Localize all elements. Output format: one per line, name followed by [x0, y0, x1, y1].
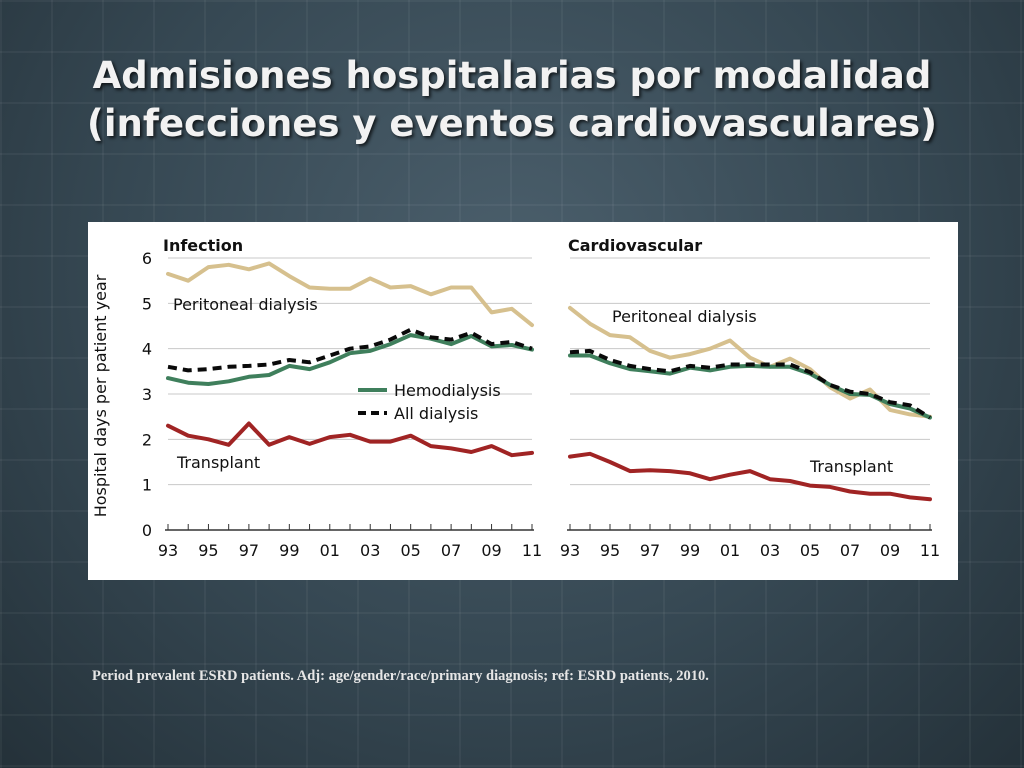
panel-title-infection: Infection — [163, 236, 243, 255]
footnote: Period prevalent ESRD patients. Adj: age… — [92, 668, 709, 684]
y-tick-label: 1 — [142, 476, 152, 495]
x-tick-label: 95 — [198, 541, 218, 560]
x-tick-label: 07 — [840, 541, 860, 560]
y-tick-label: 2 — [142, 430, 152, 449]
line-label-peritoneal-dialysis: Peritoneal dialysis — [173, 295, 318, 314]
x-tick-label: 09 — [481, 541, 501, 560]
x-tick-label: 99 — [680, 541, 700, 560]
x-tick-label: 93 — [158, 541, 178, 560]
series-line-transplant — [166, 421, 534, 458]
x-tick-label: 95 — [600, 541, 620, 560]
y-tick-label: 5 — [142, 294, 152, 313]
y-axis-label: Hospital days per patient year — [91, 274, 110, 517]
x-tick-label: 05 — [800, 541, 820, 560]
series-line-all-dialysis — [167, 327, 533, 373]
series-line-peritoneal — [568, 305, 932, 419]
x-tick-label: 03 — [760, 541, 780, 560]
x-tick-label: 97 — [640, 541, 660, 560]
y-tick-label: 4 — [142, 340, 152, 359]
legend-label: Hemodialysis — [394, 381, 501, 400]
series-line-hemodialysis — [166, 333, 534, 386]
x-tick-label: 11 — [522, 541, 542, 560]
slide-title-line-1: Admisiones hospitalarias por modalidad — [92, 54, 932, 97]
x-tick-label: 97 — [239, 541, 259, 560]
x-tick-label: 07 — [441, 541, 461, 560]
panel-title-cardiovascular: Cardiovascular — [568, 236, 702, 255]
figure-background — [88, 222, 958, 580]
series-line-peritoneal — [166, 261, 534, 328]
slide-title-line-2: (infecciones y eventos cardiovasculares) — [86, 102, 938, 145]
series-line-transplant — [568, 451, 932, 502]
x-tick-label: 01 — [720, 541, 740, 560]
series-line-all-dialysis — [569, 348, 932, 420]
x-tick-label: 99 — [279, 541, 299, 560]
x-tick-label: 05 — [400, 541, 420, 560]
y-tick-label: 0 — [142, 521, 152, 540]
x-tick-label: 93 — [560, 541, 580, 560]
line-label-transplant: Transplant — [809, 457, 893, 476]
x-tick-label: 09 — [880, 541, 900, 560]
y-tick-label: 3 — [142, 385, 152, 404]
x-tick-label: 11 — [920, 541, 940, 560]
slide-title: Admisiones hospitalarias por modalidad (… — [0, 52, 1024, 148]
legend-label: All dialysis — [394, 404, 478, 423]
x-tick-label: 01 — [320, 541, 340, 560]
line-label-transplant: Transplant — [176, 453, 260, 472]
line-label-peritoneal-dialysis: Peritoneal dialysis — [612, 307, 757, 326]
y-tick-label: 6 — [142, 249, 152, 268]
x-tick-label: 03 — [360, 541, 380, 560]
